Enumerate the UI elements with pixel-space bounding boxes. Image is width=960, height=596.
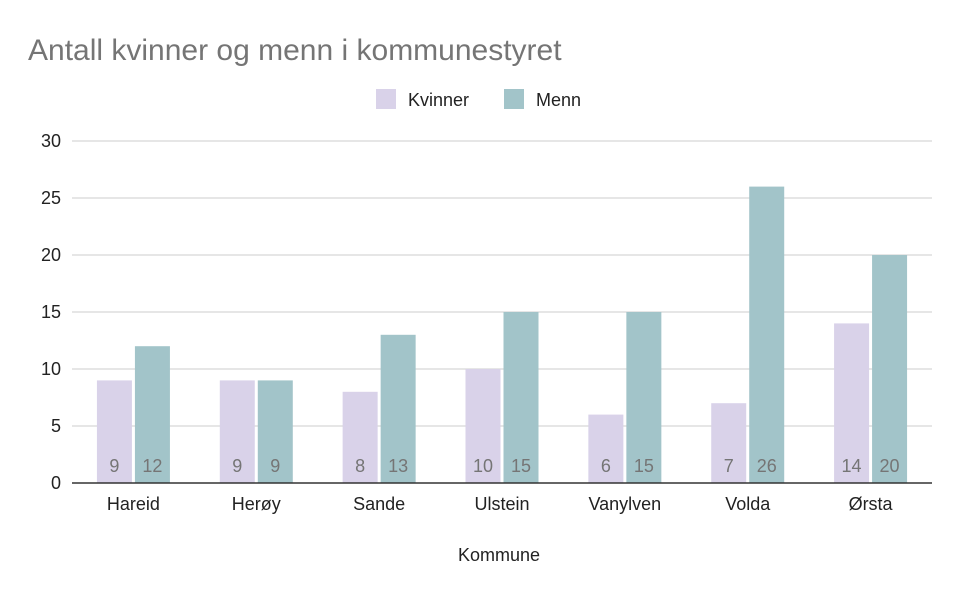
data-label-menn-ulstein: 15 [511,456,531,476]
bar-menn-sande [380,334,416,483]
bar-menn-volda [749,186,785,483]
bar-menn-ørsta [872,255,908,483]
data-labels: 9 12 9 9 8 13 10 15 6 15 7 26 14 20 [109,456,899,476]
data-label-menn-hareid: 12 [142,456,162,476]
legend-label-kvinner: Kvinner [408,90,469,110]
data-label-kvinner-herøy: 9 [232,456,242,476]
data-label-menn-vanylven: 15 [634,456,654,476]
data-label-kvinner-hareid: 9 [109,456,119,476]
x-axis-categories: Hareid Herøy Sande Ulstein Vanylven Volda Ørst… [107,494,894,514]
legend-label-menn: Menn [536,90,581,110]
data-label-kvinner-ørsta: 14 [842,456,862,476]
x-tick-label-sande: Sande [353,494,405,514]
data-label-kvinner-sande: 8 [355,456,365,476]
bar-kvinner-vanylven [588,414,624,483]
data-label-kvinner-volda: 7 [724,456,734,476]
y-tick-label-15: 15 [41,302,61,322]
bar-kvinner-herøy [219,380,255,483]
bar-kvinner-sande [342,391,378,483]
x-tick-label-herøy: Herøy [232,494,281,514]
data-label-kvinner-ulstein: 10 [473,456,493,476]
y-tick-label-25: 25 [41,188,61,208]
x-axis-title: Kommune [458,545,540,565]
data-label-menn-sande: 13 [388,456,408,476]
bar-kvinner-volda [711,403,747,483]
bar-menn-hareid [134,346,170,483]
legend-swatch-kvinner [376,89,396,109]
y-tick-label-30: 30 [41,131,61,151]
bar-kvinner-ørsta [834,323,870,483]
chart-title: Antall kvinner og menn i kommunestyret [28,34,562,67]
y-tick-label-0: 0 [51,473,61,493]
y-tick-label-20: 20 [41,245,61,265]
bars [96,186,908,483]
x-tick-label-volda: Volda [725,494,771,514]
x-tick-label-ulstein: Ulstein [474,494,529,514]
y-tick-label-10: 10 [41,359,61,379]
data-label-menn-ørsta: 20 [880,456,900,476]
legend: Kvinner Menn [376,89,581,110]
bar-menn-herøy [257,380,293,483]
gridlines [72,140,932,427]
x-tick-label-vanylven: Vanylven [588,494,661,514]
y-axis-ticks: 0 5 10 15 20 25 30 [41,131,61,493]
data-label-menn-herøy: 9 [270,456,280,476]
bar-menn-ulstein [503,312,539,483]
bar-kvinner-ulstein [465,369,501,483]
data-label-kvinner-vanylven: 6 [601,456,611,476]
bar-kvinner-hareid [96,380,132,483]
x-tick-label-hareid: Hareid [107,494,160,514]
legend-swatch-menn [504,89,524,109]
y-tick-label-5: 5 [51,416,61,436]
x-tick-label-ørsta: Ørsta [849,494,894,514]
data-label-menn-volda: 26 [757,456,777,476]
bar-menn-vanylven [626,312,662,483]
